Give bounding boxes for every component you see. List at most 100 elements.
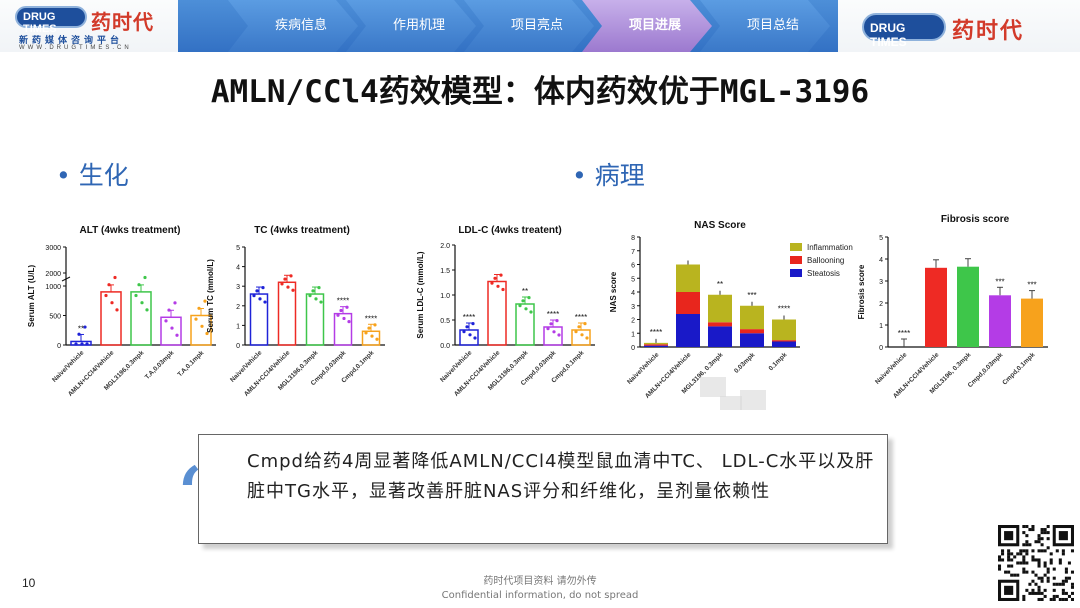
nav-tab-highlights[interactable]: 项目亮点	[464, 0, 594, 52]
data-point	[518, 304, 522, 308]
y-tick-label: 1.5	[440, 268, 450, 275]
data-point	[85, 342, 89, 346]
significance-label: ***	[995, 277, 1004, 286]
significance-label: ****	[898, 329, 910, 338]
data-point	[493, 276, 497, 280]
data-point	[291, 288, 295, 292]
bar	[925, 267, 947, 347]
data-point	[549, 322, 553, 326]
data-point	[311, 289, 315, 293]
bar-segment	[740, 333, 764, 347]
y-tick-label: 0	[57, 343, 61, 350]
drugtimes-logo-right[interactable]: DRUG TIMES 药时代	[862, 13, 1062, 49]
x-tick-label: Naive/Vehicle	[874, 351, 909, 386]
data-point	[261, 286, 265, 290]
chart-title: TC (4wks treatment)	[254, 225, 350, 236]
bar-segment	[644, 342, 668, 345]
chart-title: NAS Score	[694, 220, 746, 231]
y-tick-label: 2000	[45, 271, 61, 278]
y-tick-label: 2	[879, 301, 883, 308]
data-point	[580, 333, 584, 337]
significance-label: **	[717, 280, 723, 289]
data-point	[205, 331, 209, 336]
y-tick-label: 0.0	[440, 343, 450, 350]
bar-segment	[676, 292, 700, 314]
bar	[957, 266, 979, 347]
data-point	[552, 330, 556, 334]
chart-title: Fibrosis score	[941, 214, 1010, 225]
conclusion-box: Cmpd给药4周显著降低AMLN/CCl4模型鼠血清中TC、 LDL-C水平以及…	[198, 434, 888, 544]
significance-label: ****	[547, 310, 559, 319]
data-point	[140, 301, 144, 305]
data-point	[577, 325, 581, 329]
y-tick-label: 1	[236, 323, 240, 330]
data-point	[490, 281, 494, 285]
significance-label: ***	[747, 291, 756, 300]
data-point	[314, 297, 318, 301]
data-point	[336, 313, 340, 317]
section-pathology-heading: • 病理	[572, 161, 645, 190]
data-point	[110, 301, 114, 305]
legend-label: Steatosis	[807, 269, 840, 278]
nav-tab-summary[interactable]: 项目总结	[700, 0, 830, 52]
data-point	[319, 300, 323, 304]
charts-area: ALT (4wks treatment)Serum ALT (U/L)05001…	[27, 214, 1048, 410]
data-point	[308, 294, 312, 298]
significance-label: **	[522, 287, 528, 296]
y-tick-label: 5	[631, 276, 635, 283]
logo-pill: DRUG TIMES	[862, 13, 946, 49]
data-point	[501, 287, 505, 292]
data-point	[263, 300, 267, 304]
legend-swatch	[790, 243, 802, 251]
bar	[160, 316, 182, 346]
y-tick-label: 0.5	[440, 318, 450, 325]
data-point	[347, 320, 351, 324]
chart-title: LDL-C (4wks treatent)	[458, 225, 561, 236]
significance-label: ****	[575, 313, 587, 322]
nav-tab-mechanism[interactable]: 作用机理	[346, 0, 476, 52]
data-point	[375, 337, 379, 341]
nav-tab-progress[interactable]: 项目进展	[582, 0, 712, 52]
data-point	[164, 319, 168, 323]
data-point	[557, 333, 561, 337]
footer-cn: 药时代项目资料 请勿外传	[483, 576, 597, 587]
nav-tab-disease-info[interactable]: 疾病信息	[228, 0, 358, 52]
data-point	[280, 282, 284, 286]
logo-pill: DRUG TIMES	[15, 6, 87, 35]
x-tick-label: T.A,0.03mpk	[144, 349, 176, 381]
bar	[989, 295, 1011, 347]
data-point	[555, 319, 559, 323]
bar	[515, 303, 535, 346]
data-point	[585, 336, 589, 340]
bar-segment	[676, 314, 700, 347]
data-point	[529, 310, 533, 314]
x-tick-label: Naive/Vehicle	[626, 351, 661, 386]
y-tick-label: 4	[879, 257, 883, 264]
slide-title: AMLN/CCl4药效模型：体内药效优于MGL-3196	[210, 74, 870, 110]
data-point	[194, 317, 198, 321]
legend-swatch	[790, 256, 802, 264]
y-axis-label: Serum LDL-C (mmol/L)	[416, 251, 425, 338]
significance-label: ****	[463, 313, 475, 322]
drugtimes-logo[interactable]: DRUG TIMES 药时代 新药媒体咨询平台 WWW.DRUGTIMES.CN	[15, 6, 173, 52]
significance-label: ***	[1027, 281, 1036, 290]
data-point	[473, 336, 477, 340]
data-point	[462, 330, 466, 334]
significance-label: ****	[650, 328, 662, 337]
data-point	[80, 342, 84, 346]
bar-segment	[740, 305, 764, 330]
section-biochem-heading: • 生化	[56, 161, 129, 190]
x-tick-label: Cmpd,0.1mpk	[1001, 351, 1036, 386]
data-point	[83, 325, 87, 329]
significance-label: **	[78, 324, 84, 333]
bar	[130, 291, 152, 346]
data-point	[175, 333, 179, 337]
logo-chinese-name: 药时代	[91, 10, 154, 34]
bar	[100, 291, 122, 346]
y-tick-label: 7	[631, 249, 635, 256]
chart-title: ALT (4wks treatment)	[80, 225, 181, 236]
significance-label: ****	[778, 305, 790, 314]
y-tick-label: 4	[236, 265, 240, 272]
data-point	[258, 297, 262, 301]
qr-code-icon[interactable]	[998, 525, 1074, 601]
